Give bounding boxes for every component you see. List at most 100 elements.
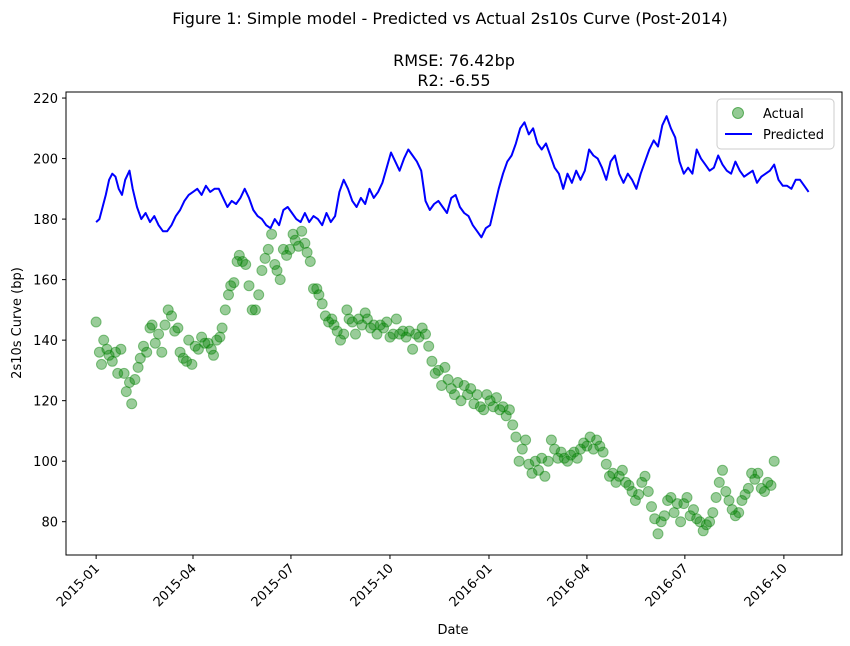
actual-point xyxy=(597,446,609,458)
actual-point xyxy=(134,352,146,364)
actual-point xyxy=(112,367,124,379)
actual-point xyxy=(106,355,118,367)
actual-point xyxy=(115,343,127,355)
y-tick-label: 100 xyxy=(33,455,58,470)
actual-point xyxy=(500,410,512,422)
y-tick-label: 80 xyxy=(41,516,58,531)
actual-point xyxy=(642,486,654,497)
actual-point xyxy=(346,316,358,328)
actual-point xyxy=(526,467,538,479)
actual-point xyxy=(101,343,113,355)
actual-point xyxy=(262,243,274,255)
actual-point xyxy=(189,340,201,352)
actual-point xyxy=(678,498,690,510)
actual-point xyxy=(284,243,296,255)
actual-point xyxy=(129,374,141,385)
actual-point xyxy=(274,274,286,286)
legend-actual-label: Actual xyxy=(763,107,804,122)
actual-point xyxy=(287,228,299,240)
actual-point xyxy=(394,328,406,340)
actual-point xyxy=(723,495,735,506)
actual-point xyxy=(159,319,171,331)
actual-point xyxy=(481,389,493,401)
actual-point xyxy=(381,316,393,328)
actual-point xyxy=(458,380,470,391)
actual-point xyxy=(299,237,311,249)
plot-background xyxy=(66,92,842,555)
actual-point xyxy=(658,510,670,522)
legend-box xyxy=(716,98,835,150)
actual-point xyxy=(513,455,525,467)
actual-point xyxy=(700,519,712,531)
actual-point xyxy=(449,389,460,401)
actual-point xyxy=(552,452,564,464)
actual-point xyxy=(494,404,506,416)
actual-point xyxy=(594,440,606,452)
actual-point xyxy=(733,507,745,519)
actual-point xyxy=(361,313,373,325)
actual-point xyxy=(192,343,204,355)
actual-point xyxy=(474,401,486,413)
actual-point xyxy=(633,489,645,500)
actual-point xyxy=(202,337,214,349)
actual-point xyxy=(558,452,570,464)
actual-point xyxy=(211,334,223,346)
actual-point xyxy=(720,486,732,497)
actual-point xyxy=(98,334,110,346)
actual-point xyxy=(713,476,725,488)
actual-point xyxy=(578,437,590,449)
x-axis-label: Date xyxy=(437,623,468,638)
actual-point xyxy=(423,340,435,352)
actual-point xyxy=(681,492,693,503)
y-axis: 80 100 120 140 160 180 200 220 xyxy=(33,92,66,531)
actual-point xyxy=(613,470,625,482)
actual-point xyxy=(610,476,622,488)
actual-point xyxy=(304,256,316,267)
actual-point xyxy=(562,455,573,467)
actual-point xyxy=(256,265,268,276)
actual-point xyxy=(581,440,593,452)
actual-point xyxy=(397,325,409,337)
actual-point xyxy=(146,319,158,331)
actual-point xyxy=(289,234,301,246)
actual-point xyxy=(442,374,454,385)
actual-point xyxy=(523,458,535,470)
actual-point xyxy=(144,322,156,334)
actual-point xyxy=(138,340,149,352)
actual-point xyxy=(584,431,596,443)
actual-point xyxy=(199,337,211,349)
actual-point xyxy=(626,486,638,497)
actual-point xyxy=(432,364,444,376)
actual-point xyxy=(491,392,502,404)
actual-point xyxy=(752,467,764,479)
actual-point xyxy=(141,346,153,358)
actual-point xyxy=(729,510,741,522)
actual-point xyxy=(652,528,664,540)
actual-point xyxy=(742,482,754,494)
actual-point xyxy=(269,259,281,270)
actual-point xyxy=(338,328,350,340)
actual-point xyxy=(487,401,499,413)
axes-title-line-1: RMSE: 76.42bp xyxy=(393,51,515,70)
actual-point xyxy=(755,482,767,494)
actual-point xyxy=(707,507,719,519)
actual-point xyxy=(620,476,632,488)
actual-point xyxy=(246,304,258,316)
actual-point xyxy=(762,476,774,488)
actual-point xyxy=(768,455,780,467)
actual-point xyxy=(335,334,346,346)
actual-point xyxy=(371,328,383,340)
actual-point xyxy=(253,289,265,301)
actual-point xyxy=(225,280,237,292)
actual-point xyxy=(331,325,343,337)
actual-point xyxy=(266,228,278,240)
actual-point xyxy=(510,431,522,443)
actual-point xyxy=(697,525,709,537)
actual-point xyxy=(319,310,331,322)
actual-point xyxy=(545,434,557,446)
actual-point xyxy=(228,277,240,289)
actual-point xyxy=(503,404,515,416)
actual-point xyxy=(311,283,323,295)
